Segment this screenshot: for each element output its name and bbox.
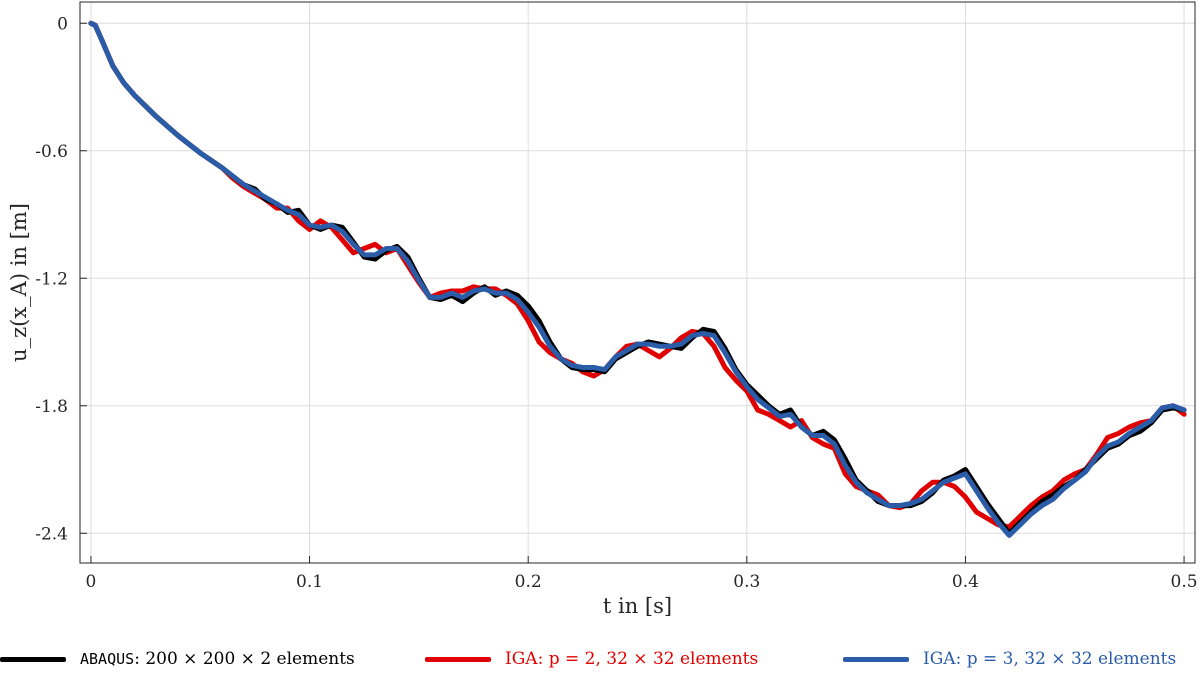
legend-item-iga-p2: IGA: p = 2, 32 × 32 elements (425, 644, 758, 674)
tick-labels: 0 0.1 0.2 0.3 0.4 0.5 0 -0.6 -1.2 -1.8 -2.4 (35, 14, 1197, 592)
grid-lines (80, 2, 1195, 563)
x-tick-label: 0.3 (733, 572, 760, 592)
legend-label-iga-p3: IGA: p = 3, 32 × 32 elements (923, 649, 1177, 669)
x-tick-label: 0.2 (515, 572, 542, 592)
legend-abaqus-rest: : 200 × 200 × 2 elements (134, 649, 355, 669)
legend-abaqus-prefix: ABAQUS (80, 650, 135, 668)
legend-item-iga-p3: IGA: p = 3, 32 × 32 elements (843, 644, 1176, 674)
legend-line-blue (843, 656, 909, 662)
y-tick-label: -0.6 (35, 142, 68, 162)
x-tick-label: 0.5 (1171, 572, 1198, 592)
series-iga-p2-line (88, 20, 1187, 530)
y-tick-label: -1.2 (35, 269, 68, 289)
series-lines (88, 20, 1187, 538)
legend-line-red (425, 656, 491, 662)
plot-frame (79, 1, 1196, 564)
x-tick-label: 0.1 (296, 572, 323, 592)
x-tick-label: 0 (86, 572, 97, 592)
legend-item-abaqus: ABAQUS: 200 × 200 × 2 elements (0, 644, 355, 674)
y-tick-label: -2.4 (35, 524, 68, 544)
y-axis-label: u_z(x_A) in [m] (7, 203, 31, 362)
y-tick-label: -1.8 (35, 397, 68, 417)
legend-label-abaqus: ABAQUS: 200 × 200 × 2 elements (80, 649, 355, 669)
x-axis-label: t in [s] (603, 594, 672, 618)
y-tick-label: 0 (57, 14, 68, 34)
x-tick-label: 0.4 (952, 572, 979, 592)
legend-line-black (0, 656, 66, 662)
series-iga-p3-line (88, 20, 1187, 538)
legend-label-iga-p2: IGA: p = 2, 32 × 32 elements (505, 649, 759, 669)
